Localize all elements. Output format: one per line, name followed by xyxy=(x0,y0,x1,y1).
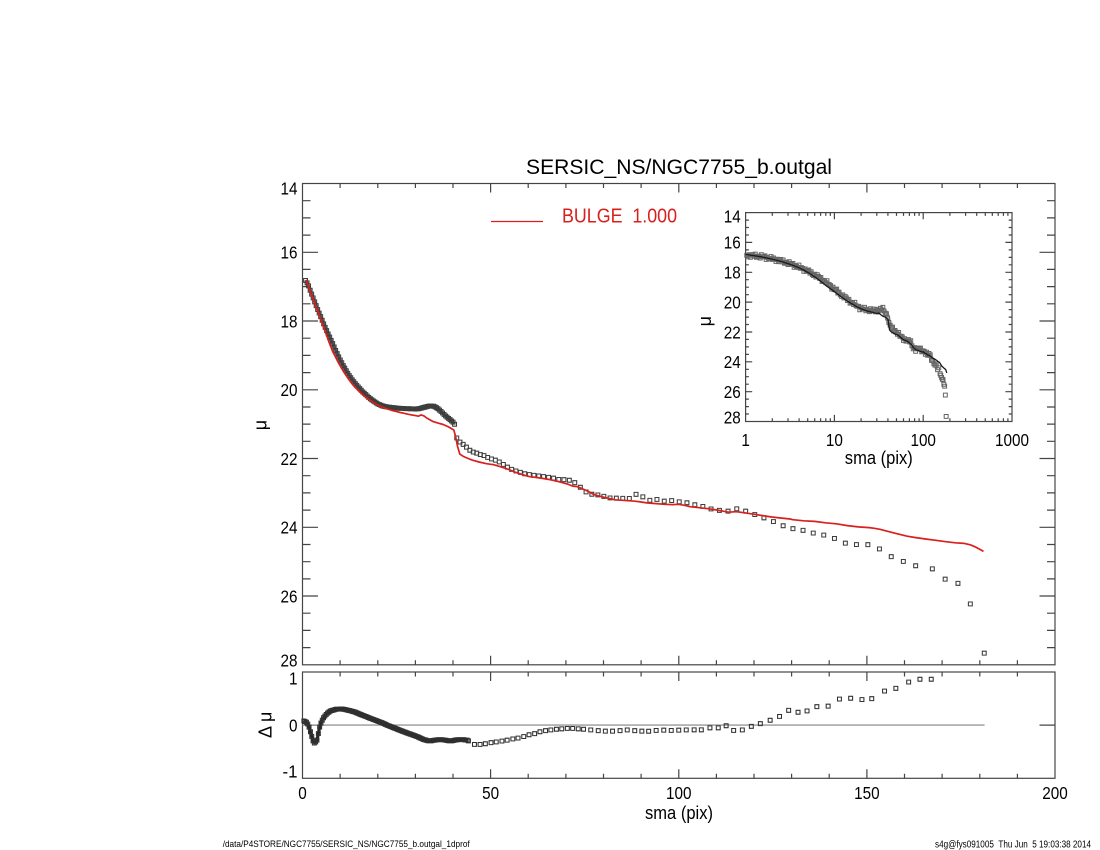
svg-text:μ: μ xyxy=(695,316,715,326)
svg-text:0: 0 xyxy=(298,783,307,803)
svg-text:/data/P4STORE/NGC7755/SERSIC_N: /data/P4STORE/NGC7755/SERSIC_NS/NGC7755_… xyxy=(223,839,471,849)
svg-text:18: 18 xyxy=(281,311,298,331)
svg-text:0: 0 xyxy=(289,715,298,735)
svg-text:22: 22 xyxy=(724,322,741,342)
svg-text:20: 20 xyxy=(281,380,298,400)
svg-text:50: 50 xyxy=(482,783,499,803)
svg-text:150: 150 xyxy=(854,783,880,803)
svg-text:16: 16 xyxy=(724,233,741,253)
svg-text:SERSIC_NS/NGC7755_b.outgal: SERSIC_NS/NGC7755_b.outgal xyxy=(526,155,832,179)
svg-text:100: 100 xyxy=(666,783,692,803)
svg-text:26: 26 xyxy=(281,586,298,606)
svg-text:24: 24 xyxy=(724,352,741,372)
svg-text:1: 1 xyxy=(289,669,298,689)
svg-text:22: 22 xyxy=(281,449,298,469)
svg-text:24: 24 xyxy=(281,518,298,538)
svg-text:10: 10 xyxy=(826,430,843,450)
svg-text:Δ μ: Δ μ xyxy=(255,712,275,738)
svg-text:1000: 1000 xyxy=(995,430,1029,450)
svg-text:16: 16 xyxy=(281,243,298,263)
svg-text:14: 14 xyxy=(281,178,298,198)
svg-text:14: 14 xyxy=(724,207,741,227)
svg-text:sma (pix): sma (pix) xyxy=(645,803,713,823)
svg-text:18: 18 xyxy=(724,263,741,283)
svg-text:200: 200 xyxy=(1042,783,1068,803)
svg-text:26: 26 xyxy=(724,382,741,402)
svg-text:-1: -1 xyxy=(283,762,298,782)
svg-text:μ: μ xyxy=(251,420,271,430)
svg-text:28: 28 xyxy=(281,651,298,671)
svg-text:20: 20 xyxy=(724,292,741,312)
svg-text:1: 1 xyxy=(741,430,750,450)
svg-text:s4g@fys091005 Thu Jun 5 19:0: s4g@fys091005 Thu Jun 5 19:03:38 2014 xyxy=(935,840,1091,850)
svg-text:BULGE 1.000: BULGE 1.000 xyxy=(562,206,677,228)
svg-text:100: 100 xyxy=(910,430,936,450)
svg-text:28: 28 xyxy=(724,408,741,428)
svg-text:sma (pix): sma (pix) xyxy=(845,448,913,468)
